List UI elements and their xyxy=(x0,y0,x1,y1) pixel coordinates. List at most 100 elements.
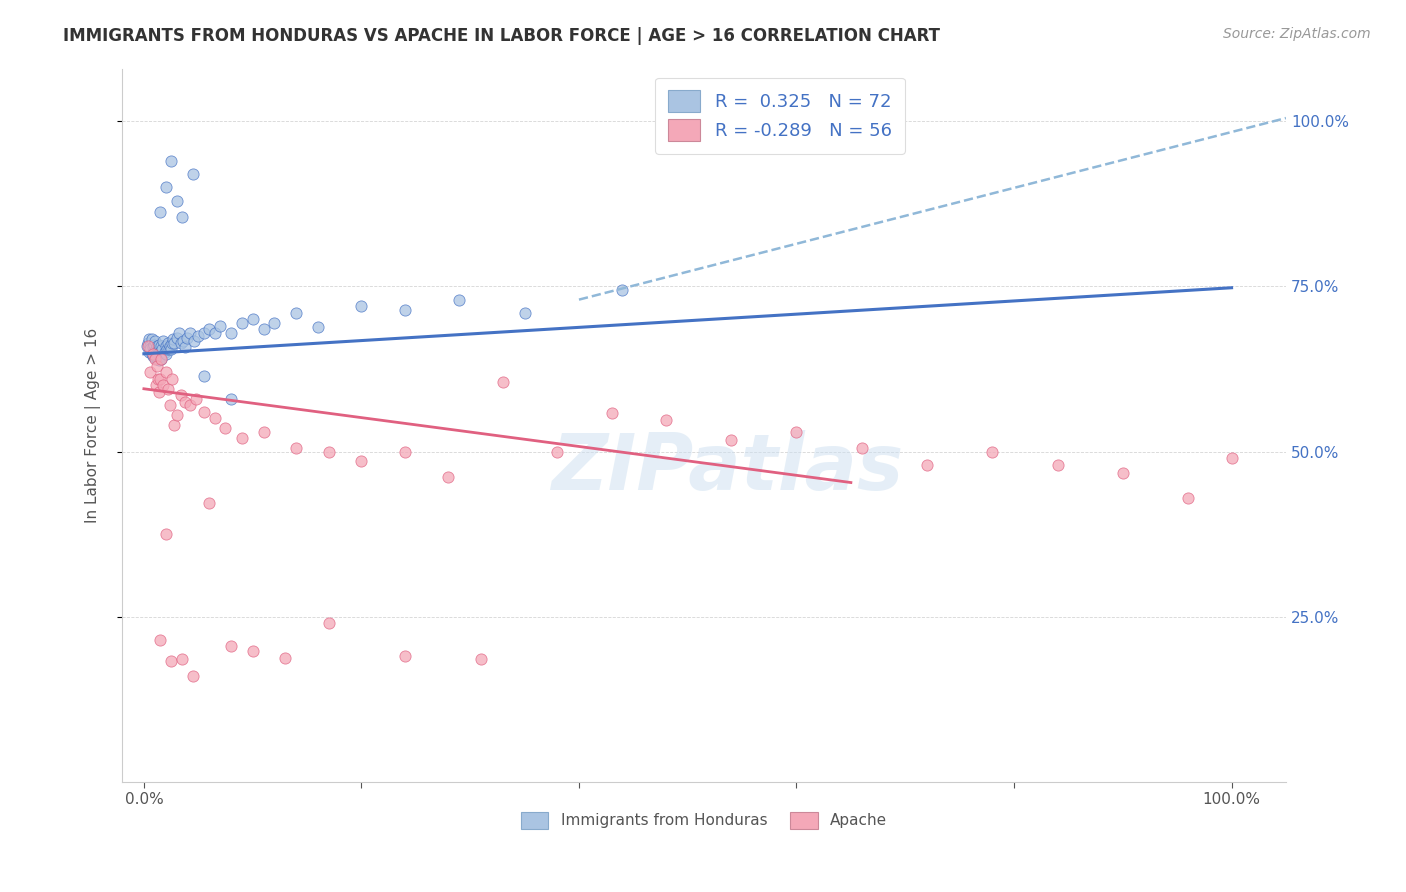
Point xyxy=(470,652,492,666)
Point xyxy=(142,349,165,363)
Point xyxy=(152,378,174,392)
Point xyxy=(159,339,181,353)
Point xyxy=(394,649,416,664)
Point xyxy=(145,347,167,361)
Point xyxy=(155,365,177,379)
Point xyxy=(274,651,297,665)
Point xyxy=(546,444,568,458)
Point xyxy=(394,444,416,458)
Point xyxy=(138,345,160,359)
Point xyxy=(720,433,742,447)
Point xyxy=(139,342,162,356)
Point xyxy=(915,458,938,472)
Point xyxy=(981,444,1004,458)
Point xyxy=(492,375,515,389)
Point xyxy=(149,205,172,219)
Point xyxy=(166,408,188,422)
Point xyxy=(285,306,308,320)
Point xyxy=(163,418,186,433)
Point xyxy=(449,293,471,307)
Point xyxy=(183,334,205,348)
Point xyxy=(193,368,215,383)
Point xyxy=(159,398,181,412)
Point xyxy=(156,382,179,396)
Point xyxy=(139,339,162,353)
Point xyxy=(146,347,169,361)
Text: ZIPatlas: ZIPatlas xyxy=(551,430,904,506)
Point xyxy=(174,340,197,354)
Point xyxy=(138,332,160,346)
Point xyxy=(142,340,165,354)
Point xyxy=(198,322,221,336)
Point xyxy=(174,395,197,409)
Point xyxy=(156,342,179,356)
Point xyxy=(136,339,159,353)
Point xyxy=(160,655,183,669)
Point xyxy=(170,388,193,402)
Point xyxy=(150,352,173,367)
Point xyxy=(155,180,177,194)
Point xyxy=(318,444,340,458)
Point xyxy=(145,378,167,392)
Point xyxy=(146,372,169,386)
Point xyxy=(170,335,193,350)
Legend: Immigrants from Honduras, Apache: Immigrants from Honduras, Apache xyxy=(515,805,893,835)
Point xyxy=(179,398,201,412)
Point xyxy=(1220,451,1243,466)
Point xyxy=(145,342,167,356)
Point xyxy=(513,306,536,320)
Point xyxy=(149,349,172,363)
Point xyxy=(142,345,165,359)
Point xyxy=(172,334,194,348)
Point xyxy=(285,441,308,455)
Point xyxy=(150,339,173,353)
Point xyxy=(160,372,183,386)
Point xyxy=(214,421,236,435)
Point xyxy=(136,339,159,353)
Point xyxy=(193,326,215,340)
Point xyxy=(146,352,169,367)
Point xyxy=(143,352,166,367)
Point xyxy=(1177,491,1199,505)
Point xyxy=(184,392,207,406)
Point xyxy=(851,441,873,455)
Point xyxy=(219,392,242,406)
Point xyxy=(242,312,264,326)
Point xyxy=(208,319,231,334)
Point xyxy=(149,632,172,647)
Point xyxy=(142,337,165,351)
Point xyxy=(179,326,201,340)
Point xyxy=(170,652,193,666)
Point xyxy=(176,331,198,345)
Text: IMMIGRANTS FROM HONDURAS VS APACHE IN LABOR FORCE | AGE > 16 CORRELATION CHART: IMMIGRANTS FROM HONDURAS VS APACHE IN LA… xyxy=(63,27,941,45)
Point xyxy=(149,345,172,359)
Point xyxy=(149,372,172,386)
Point xyxy=(146,339,169,353)
Point xyxy=(150,342,173,356)
Point xyxy=(231,431,253,445)
Point xyxy=(170,210,193,224)
Point xyxy=(350,299,373,313)
Point xyxy=(231,316,253,330)
Point xyxy=(150,352,173,367)
Point xyxy=(152,334,174,348)
Point xyxy=(204,326,226,340)
Point xyxy=(252,425,274,439)
Point xyxy=(143,334,166,348)
Point xyxy=(307,320,329,334)
Point xyxy=(157,342,180,356)
Point xyxy=(155,527,177,541)
Point xyxy=(181,167,204,181)
Point xyxy=(204,411,226,425)
Point xyxy=(166,194,188,208)
Point xyxy=(786,425,808,439)
Point xyxy=(219,640,242,654)
Point xyxy=(146,359,169,373)
Point xyxy=(160,335,183,350)
Point xyxy=(155,339,177,353)
Y-axis label: In Labor Force | Age > 16: In Labor Force | Age > 16 xyxy=(86,327,101,523)
Point xyxy=(1112,467,1135,481)
Point xyxy=(162,332,184,346)
Point xyxy=(394,302,416,317)
Point xyxy=(612,283,634,297)
